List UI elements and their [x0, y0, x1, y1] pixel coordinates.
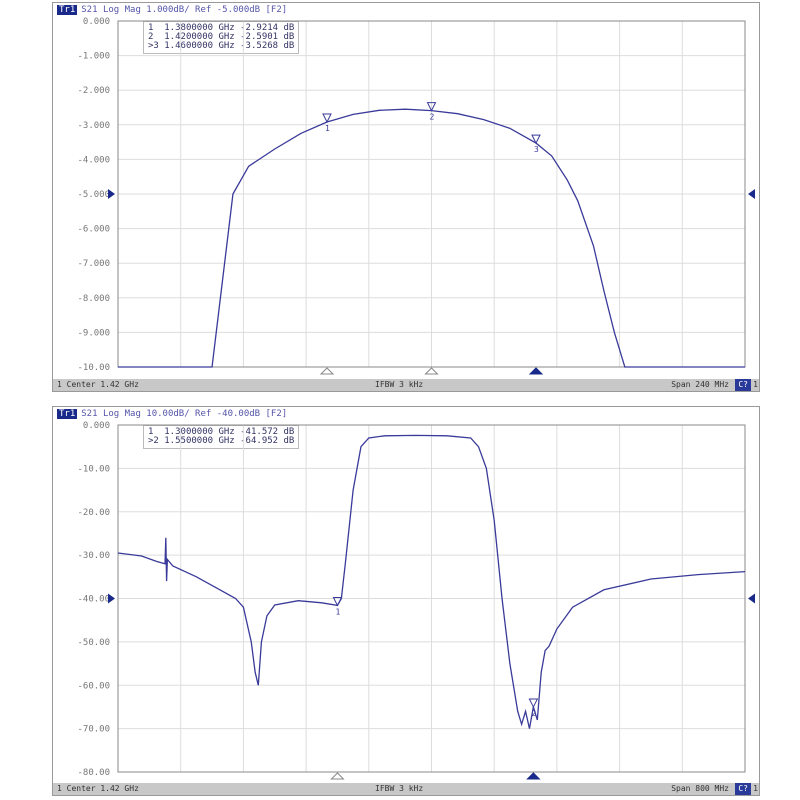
span[interactable]: Span 240 MHz — [671, 380, 729, 389]
marker-label: 3 — [534, 145, 539, 154]
marker-position-icon — [526, 772, 541, 780]
y-tick-label: -80.00 — [77, 768, 110, 778]
ifbw[interactable]: IFBW 3 kHz — [375, 784, 424, 793]
y-tick-label: -20.00 — [77, 508, 110, 518]
marker-label: 2 — [531, 709, 536, 718]
marker-position-icon — [319, 367, 335, 375]
status-bar: 1 Center 1.42 GHz IFBW 3 kHz Span 240 MHz C… — [53, 379, 759, 391]
marker-triangle-icon — [332, 596, 343, 607]
marker-triangle-icon — [322, 113, 332, 124]
y-tick-label: 0.000 — [83, 17, 110, 27]
trace-badge[interactable]: Tr1 — [57, 5, 78, 15]
marker-row: >3 1.4600000 GHz -3.5268 dB — [148, 41, 295, 51]
marker-triangle-icon — [528, 698, 539, 709]
marker-row: 1 1.3000000 GHz -41.572 dB — [148, 427, 295, 437]
y-tick-label: -2.000 — [77, 86, 110, 96]
y-tick-label: -6.000 — [77, 225, 110, 235]
top-plot-panel: Tr1 S21 Log Mag 1.000dB/ Ref -5.000dB [F2… — [52, 2, 760, 392]
y-tick-label: 0.000 — [83, 421, 110, 431]
reference-right-arrow-icon — [748, 189, 755, 199]
y-tick-label: -70.00 — [77, 725, 110, 735]
trace-badge[interactable]: Tr1 — [57, 409, 78, 419]
y-tick-label: -10.00 — [77, 464, 110, 474]
marker-row: 1 1.3800000 GHz -2.9214 dB — [148, 23, 295, 33]
bottom-plot-panel: Tr1 S21 Log Mag 10.00dB/ Ref -40.00dB [F2… — [52, 406, 760, 796]
marker-label: 2 — [430, 113, 435, 122]
y-tick-label: -8.000 — [77, 294, 110, 304]
trace-line — [117, 434, 746, 729]
marker-label: 1 — [325, 124, 330, 133]
trace-line — [118, 108, 745, 368]
y-tick-label: -3.000 — [77, 121, 110, 131]
trace-settings: S21 Log Mag 1.000dB/ Ref -5.000dB [F2] — [81, 5, 288, 15]
span[interactable]: Span 800 MHz — [671, 784, 729, 793]
marker-label: 1 — [335, 607, 340, 616]
cal-badge[interactable]: C? — [735, 379, 751, 391]
y-tick-label: -10.00 — [77, 363, 110, 373]
marker-table: 1 1.3800000 GHz -2.9214 dB 2 1.4200000 GH… — [143, 21, 300, 54]
center-freq[interactable]: 1 Center 1.42 GHz — [57, 784, 139, 793]
marker-position-icon — [424, 367, 439, 375]
y-tick-label: -1.000 — [77, 52, 110, 62]
trace-settings: S21 Log Mag 10.00dB/ Ref -40.00dB [F2] — [81, 409, 288, 419]
center-freq[interactable]: 1 Center 1.42 GHz — [57, 380, 139, 389]
y-tick-label: -4.000 — [77, 155, 110, 165]
y-tick-label: -5.000 — [77, 190, 110, 200]
reference-right-arrow-icon — [748, 593, 755, 604]
y-tick-label: -9.000 — [77, 328, 110, 338]
marker-triangle-icon — [531, 134, 541, 145]
marker-position-icon — [330, 772, 345, 780]
channel-number: 1 — [753, 380, 758, 389]
status-bar: 1 Center 1.42 GHz IFBW 3 kHz Span 800 MHz C… — [53, 783, 759, 795]
marker-table: 1 1.3000000 GHz -41.572 dB >2 1.5500000 G… — [143, 425, 300, 449]
marker-row: >2 1.5500000 GHz -64.952 dB — [148, 436, 295, 446]
trace-header: Tr1 S21 Log Mag 1.000dB/ Ref -5.000dB [F2… — [57, 5, 287, 15]
reference-left-arrow-icon — [108, 189, 115, 199]
reference-left-arrow-icon — [108, 593, 115, 604]
y-tick-label: -50.00 — [77, 638, 110, 648]
marker-position-icon — [528, 367, 544, 375]
channel-number: 1 — [753, 784, 758, 793]
trace-header: Tr1 S21 Log Mag 10.00dB/ Ref -40.00dB [F2… — [57, 409, 287, 419]
plot-frame — [117, 20, 746, 368]
y-tick-label: -30.00 — [77, 551, 110, 561]
marker-row: 2 1.4200000 GHz -2.5901 dB — [148, 32, 295, 42]
cal-badge[interactable]: C? — [735, 783, 751, 795]
y-tick-label: -40.00 — [77, 595, 110, 605]
ifbw[interactable]: IFBW 3 kHz — [375, 380, 424, 389]
plot-frame — [117, 424, 746, 773]
y-tick-label: -7.000 — [77, 259, 110, 269]
marker-triangle-icon — [426, 102, 437, 112]
y-tick-label: -60.00 — [77, 681, 110, 691]
